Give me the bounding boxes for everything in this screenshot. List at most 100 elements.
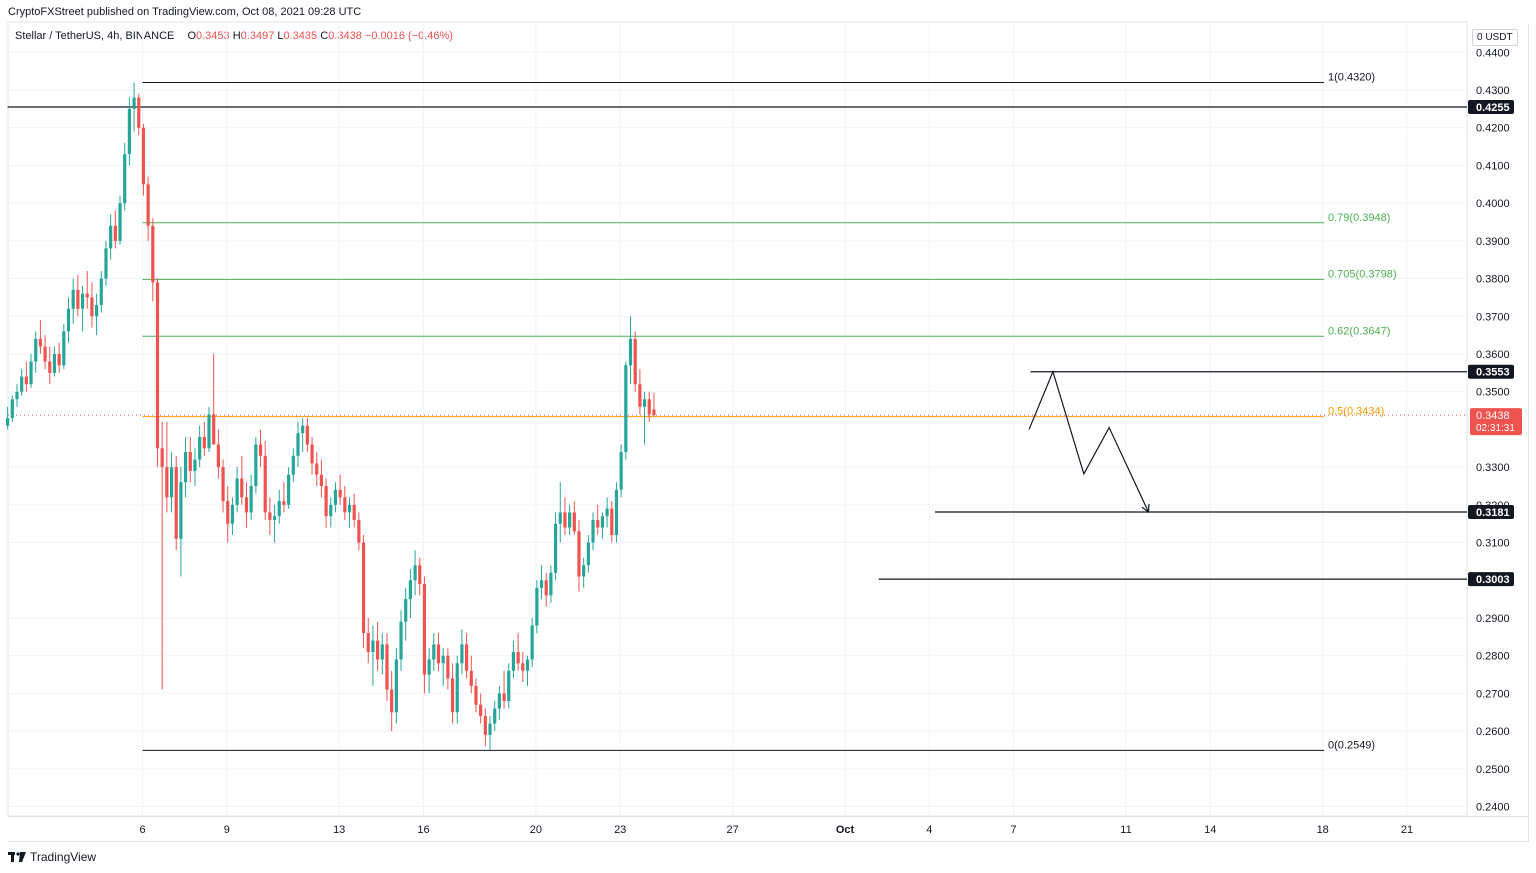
time-tick-label: 20 (530, 824, 542, 836)
candle-body (460, 644, 464, 664)
candle-body (15, 391, 19, 400)
time-tick-label: 7 (1011, 824, 1017, 836)
price-label: 0.3553 (1468, 364, 1514, 379)
candle-body (277, 501, 281, 517)
price-label-box (1468, 364, 1514, 379)
candle-body (525, 659, 530, 671)
candle-body (619, 452, 623, 490)
candle-body (427, 659, 431, 675)
candle-body (474, 685, 478, 705)
candle-body (6, 418, 10, 426)
candle-body (329, 504, 333, 517)
candle-body (586, 542, 590, 566)
candle-body (137, 97, 141, 128)
open-label: O (187, 30, 196, 42)
candle-body (493, 708, 497, 724)
candle-body (146, 184, 150, 226)
candle-body (315, 463, 319, 475)
candle-body (296, 433, 300, 456)
price-label: 0.3003 (1468, 572, 1514, 587)
fib-level-label: 1(0.4320) (1328, 71, 1375, 83)
candle-body (48, 361, 52, 373)
candle-body (652, 409, 656, 416)
price-label-box (1470, 408, 1522, 436)
candle-body (432, 644, 436, 660)
candle-body (268, 512, 272, 520)
candle-body (212, 414, 216, 445)
time-tick-label: 13 (333, 824, 345, 836)
candle-body (596, 519, 600, 528)
candle-body (450, 678, 455, 713)
candle-body (361, 542, 366, 634)
time-tick-label: Oct (836, 824, 855, 836)
candle-body (441, 655, 445, 664)
time-tick-label: 27 (726, 824, 738, 836)
price-tick-label: 0.4200 (1476, 123, 1510, 135)
candle-body (226, 501, 230, 524)
projection-arrowhead (1141, 504, 1150, 514)
candle-body (301, 425, 305, 434)
candle-body (66, 308, 71, 332)
price-label-text: 0.3181 (1476, 507, 1510, 519)
candle-body (614, 489, 619, 536)
candle-body (338, 489, 342, 498)
candle-body (647, 399, 651, 415)
candle-body (113, 225, 117, 241)
price-tick-label: 0.2800 (1476, 651, 1510, 663)
candle-body (52, 354, 57, 373)
candle-body (240, 478, 244, 498)
footer-brand[interactable]: TradingView (8, 850, 96, 864)
time-tick-label: 18 (1317, 824, 1329, 836)
candle-body (43, 346, 47, 362)
candle-body (516, 651, 520, 664)
price-tick-label: 0.3700 (1476, 311, 1510, 323)
candle-body (174, 467, 178, 539)
candle-body (380, 644, 384, 660)
candle-body (366, 633, 370, 652)
candle-body (413, 565, 417, 581)
candle-body (230, 504, 235, 524)
candle-body (127, 108, 131, 155)
candle-body (479, 704, 483, 717)
candle-body (549, 572, 553, 596)
price-tick-label: 0.3100 (1476, 538, 1510, 550)
candle-body (38, 338, 43, 347)
change-value: −0.0016 (−0.46%) (364, 30, 453, 42)
high-value: 0.3497 (240, 30, 275, 42)
candle-body (633, 338, 637, 385)
candle-body (497, 693, 501, 709)
candle-body (600, 516, 605, 528)
candle-body (371, 640, 375, 652)
candle-body (572, 512, 576, 532)
price-label: 0.4255 (1468, 99, 1514, 114)
price-label-box (1468, 99, 1514, 114)
candle-body (95, 304, 99, 317)
candle-body (418, 565, 422, 585)
candle-body (151, 225, 155, 283)
price-tick-label: 0.4100 (1476, 160, 1510, 172)
candle-body (347, 504, 352, 513)
fib-level-label: 0.62(0.3647) (1328, 325, 1390, 337)
close-label: C (320, 30, 329, 42)
price-label-box (1468, 505, 1514, 520)
candle-body (394, 659, 398, 713)
candle-body (399, 621, 403, 660)
symbol-title[interactable]: Stellar / TetherUS, 4h, BINANCE (15, 30, 175, 42)
candle-body (62, 331, 66, 366)
candle-body (605, 508, 609, 517)
fib-level-label: 0(0.2549) (1328, 739, 1375, 751)
candle-body (179, 482, 183, 539)
time-tick-label: 9 (224, 824, 230, 836)
candle-body (305, 425, 309, 445)
price-tick-label: 0.3300 (1476, 462, 1510, 474)
candle-body (446, 655, 450, 679)
fib-level-label: 0.705(0.3798) (1328, 268, 1397, 280)
candle-body (263, 455, 267, 513)
candle-body (390, 689, 394, 713)
candle-body (310, 444, 314, 464)
price-tick-label: 0.2400 (1476, 802, 1510, 814)
currency-button[interactable]: 0 USDT (1472, 29, 1518, 46)
close-value: 0.3438 (328, 30, 362, 42)
